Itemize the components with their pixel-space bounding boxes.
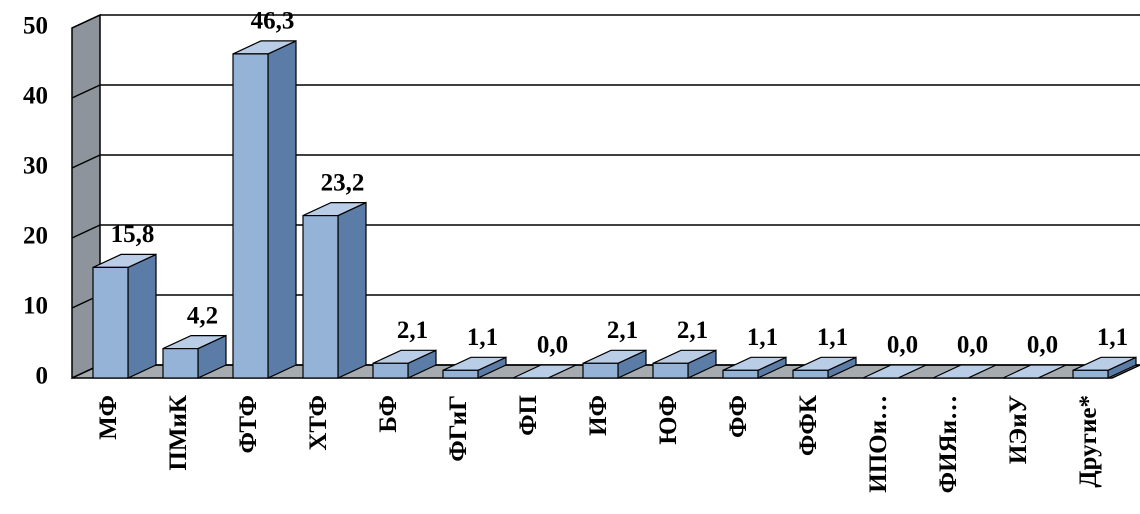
bar-front [1072,369,1109,379]
value-label: 0,0 [537,332,568,359]
bar-side [127,253,157,379]
value-label: 0,0 [887,332,918,359]
x-tick-label: ФГиГ [445,395,472,462]
x-tick-label: ПМиК [165,395,192,471]
value-label: 4,2 [187,302,218,329]
value-label: 23,2 [321,169,365,196]
x-tick-label: ФФК [795,395,822,456]
bar [722,356,787,379]
bar-front [792,369,829,379]
bar-front [582,362,619,379]
value-label: 2,1 [397,317,428,344]
bar [92,253,157,379]
x-tick-label: Другие* [1075,395,1102,488]
value-label: 2,1 [677,317,708,344]
bar-top [862,364,927,379]
x-tick-label: ФП [515,395,542,436]
value-label: 46,3 [251,8,295,35]
bar [652,349,717,379]
bar [512,364,577,379]
x-tick-label: ФИЯи… [935,395,962,493]
x-tick-label: ИЭиУ [1005,395,1032,464]
y-tick-label: 30 [23,153,48,180]
bar-front [302,215,339,379]
y-tick-label: 40 [23,83,48,110]
bar-top [932,364,997,379]
grid-line [71,224,101,239]
x-tick-label: МФ [95,395,122,440]
bar [372,349,437,379]
value-label: 1,1 [747,324,778,351]
bar-front [92,266,129,379]
x-tick-label: ХТФ [305,395,332,451]
y-tick-label: 20 [23,223,48,250]
x-tick-label: ФТФ [235,395,262,453]
bar [1072,356,1137,379]
bar-front [652,362,689,379]
value-label: 1,1 [467,324,498,351]
y-tick-label: 50 [23,13,48,40]
value-label: 1,1 [1097,324,1128,351]
bar [162,334,227,379]
value-label: 0,0 [957,332,988,359]
bar-front [372,362,409,379]
y-tick-label: 0 [36,363,49,390]
x-tick-label: БФ [375,395,402,433]
grid-line [71,14,101,29]
value-label: 0,0 [1027,332,1058,359]
bar-front [722,369,759,379]
grid-line [71,154,101,169]
bar-front [162,348,199,379]
bar [862,364,927,379]
bar [932,364,997,379]
bar-side [267,39,297,379]
x-tick-label: ФФ [725,395,752,438]
bar [582,349,647,379]
bar [1002,364,1067,379]
bar-front [232,53,269,379]
x-tick-label: ИФ [585,395,612,436]
value-label: 1,1 [817,324,848,351]
bar [302,201,367,379]
grid-line [71,84,101,99]
value-label: 15,8 [111,221,155,248]
bar [792,356,857,379]
x-tick-label: ИПОи… [865,395,892,493]
y-tick-label: 10 [23,293,48,320]
bar-top [512,364,577,379]
bar-side [337,201,367,379]
bar [232,39,297,379]
value-label: 2,1 [607,317,638,344]
bar-front [442,369,479,379]
bar [442,356,507,379]
x-tick-label: ЮФ [655,395,682,445]
bar-top [1002,364,1067,379]
